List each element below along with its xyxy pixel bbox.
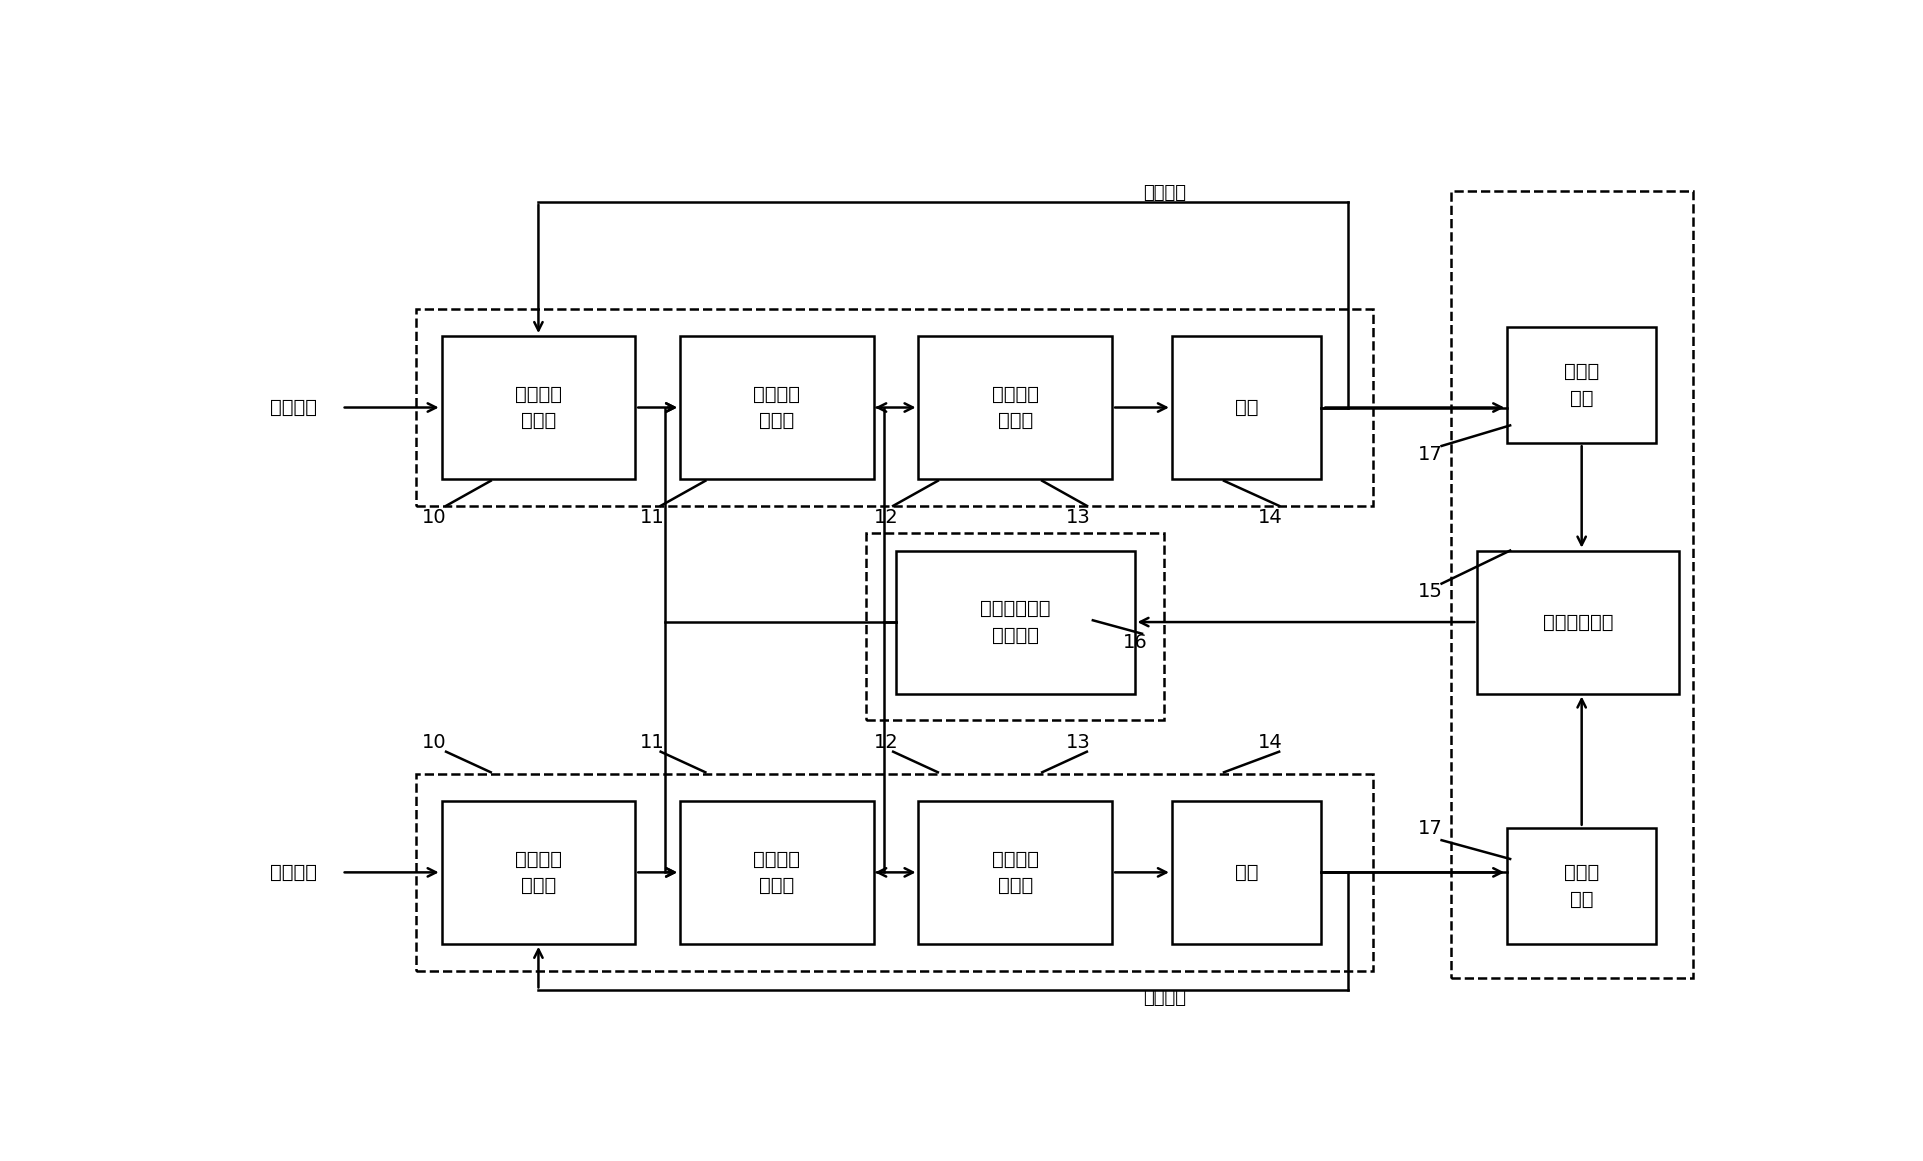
Bar — [681, 801, 873, 944]
Text: 16: 16 — [1123, 633, 1148, 651]
Bar — [1450, 192, 1694, 978]
Text: 位置反馈: 位置反馈 — [1142, 988, 1186, 1007]
Text: 电流控制
子单元: 电流控制 子单元 — [992, 384, 1038, 431]
Text: 位置控制
子单元: 位置控制 子单元 — [515, 850, 562, 895]
Text: 位置指令: 位置指令 — [271, 398, 317, 417]
Bar — [1171, 336, 1321, 479]
Bar — [1508, 327, 1656, 444]
Text: 14: 14 — [1258, 507, 1283, 527]
Bar — [919, 801, 1111, 944]
Text: 11: 11 — [640, 507, 665, 527]
Text: 13: 13 — [1065, 733, 1090, 751]
Bar — [415, 309, 1373, 506]
Text: 13: 13 — [1065, 507, 1090, 527]
Bar — [442, 801, 635, 944]
Bar — [867, 533, 1165, 720]
Bar — [919, 336, 1111, 479]
Text: 电机: 电机 — [1235, 863, 1258, 882]
Text: 12: 12 — [873, 507, 898, 527]
Text: 应力交叉耦合
控制单元: 应力交叉耦合 控制单元 — [981, 599, 1050, 644]
Bar — [442, 336, 635, 479]
Text: 速度控制
子单元: 速度控制 子单元 — [754, 384, 800, 431]
Bar — [415, 774, 1373, 971]
Text: 应力检测单元: 应力检测单元 — [1542, 613, 1613, 632]
Bar — [1477, 550, 1679, 693]
Bar — [1171, 801, 1321, 944]
Text: 15: 15 — [1417, 582, 1442, 601]
Text: 电机: 电机 — [1235, 398, 1258, 417]
Text: 10: 10 — [423, 507, 446, 527]
Text: 17: 17 — [1417, 820, 1442, 838]
Text: 应力传
感器: 应力传 感器 — [1563, 863, 1600, 909]
Text: 位置控制
子单元: 位置控制 子单元 — [515, 384, 562, 431]
Text: 位置反馈: 位置反馈 — [1142, 183, 1186, 202]
Text: 14: 14 — [1258, 733, 1283, 751]
Text: 12: 12 — [873, 733, 898, 751]
Text: 速度控制
子单元: 速度控制 子单元 — [754, 850, 800, 895]
Bar — [896, 550, 1135, 693]
Text: 位置指令: 位置指令 — [271, 863, 317, 882]
Bar — [1508, 828, 1656, 944]
Text: 17: 17 — [1417, 445, 1442, 464]
Text: 电流控制
子单元: 电流控制 子单元 — [992, 850, 1038, 895]
Text: 应力传
感器: 应力传 感器 — [1563, 362, 1600, 408]
Bar — [681, 336, 873, 479]
Text: 11: 11 — [640, 733, 665, 751]
Text: 10: 10 — [423, 733, 446, 751]
